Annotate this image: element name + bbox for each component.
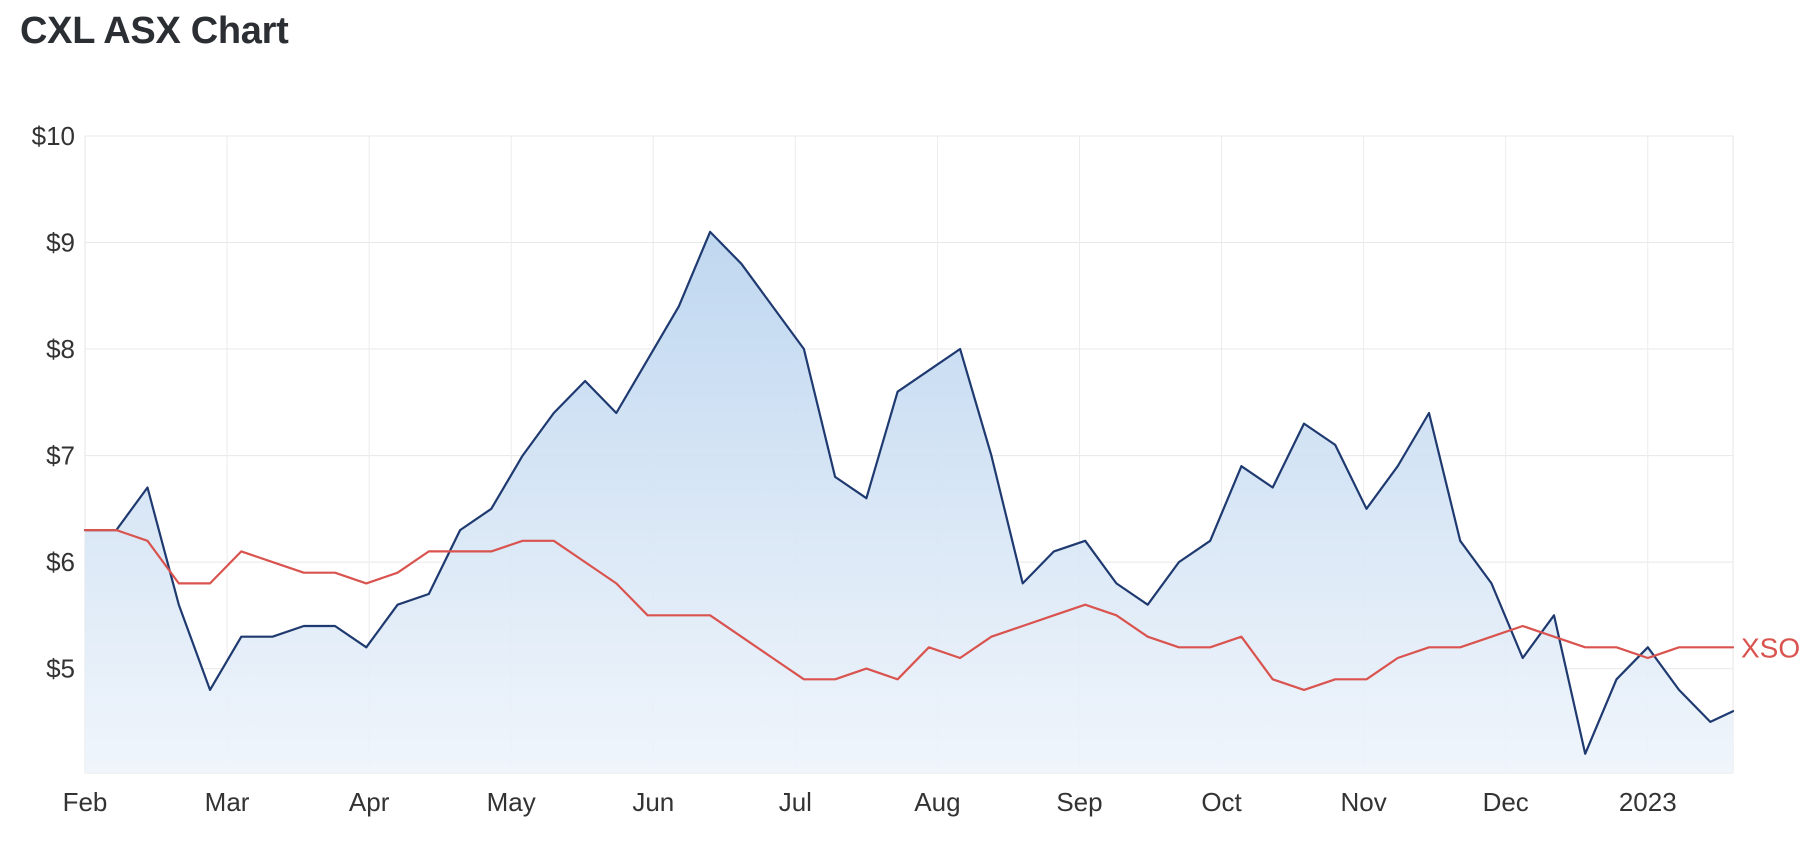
series-area-cxl <box>85 231 1733 773</box>
x-tick-label: Apr <box>349 787 390 817</box>
series-label-xso: XSO <box>1741 632 1800 663</box>
series-line-cxl <box>83 230 1735 755</box>
series-line-xso <box>83 529 1735 691</box>
y-tick-label: $8 <box>46 334 75 364</box>
x-tick-label: Jul <box>779 787 812 817</box>
y-tick-label: $5 <box>46 654 75 684</box>
series-labels: XSO <box>1741 632 1800 663</box>
x-tick-label: Dec <box>1483 787 1529 817</box>
x-tick-label: Jun <box>632 787 674 817</box>
x-tick-label: Oct <box>1201 787 1242 817</box>
y-tick-label: $9 <box>46 228 75 258</box>
y-axis: $5 $6 $7 $8 $9 $10 <box>32 121 75 684</box>
x-tick-label: Sep <box>1056 787 1102 817</box>
x-tick-label: Nov <box>1340 787 1386 817</box>
x-tick-label: Feb <box>63 787 108 817</box>
chart-title: CXL ASX Chart <box>20 10 289 52</box>
x-tick-label: Aug <box>914 787 960 817</box>
x-tick-label: Mar <box>205 787 250 817</box>
y-tick-label: $7 <box>46 441 75 471</box>
series-lines <box>83 230 1735 755</box>
x-tick-label: 2023 <box>1619 787 1677 817</box>
y-tick-label: $10 <box>32 121 75 151</box>
y-tick-label: $6 <box>46 547 75 577</box>
x-tick-label: May <box>487 787 536 817</box>
x-axis: Feb Mar Apr May Jun Jul Aug Sep Oct Nov Dec 2023 <box>63 787 1677 817</box>
series-fills <box>85 231 1733 773</box>
